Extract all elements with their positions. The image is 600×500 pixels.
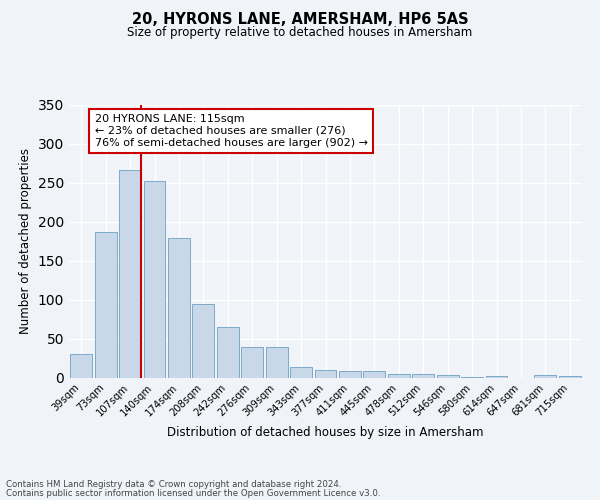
Bar <box>70 354 92 378</box>
Bar <box>364 372 385 378</box>
Bar <box>437 375 458 378</box>
Bar <box>168 238 190 378</box>
Bar <box>412 374 434 378</box>
Bar <box>290 368 312 378</box>
Bar <box>535 375 556 378</box>
Bar <box>314 370 337 378</box>
Bar <box>461 376 483 378</box>
Bar <box>95 232 116 378</box>
Bar <box>143 182 166 378</box>
Bar <box>388 374 410 378</box>
Bar <box>266 347 287 378</box>
Y-axis label: Number of detached properties: Number of detached properties <box>19 148 32 334</box>
Text: 20, HYRONS LANE, AMERSHAM, HP6 5AS: 20, HYRONS LANE, AMERSHAM, HP6 5AS <box>131 12 469 28</box>
Bar <box>559 376 581 378</box>
Text: Contains HM Land Registry data © Crown copyright and database right 2024.: Contains HM Land Registry data © Crown c… <box>6 480 341 489</box>
Bar <box>339 372 361 378</box>
Text: Size of property relative to detached houses in Amersham: Size of property relative to detached ho… <box>127 26 473 39</box>
Bar <box>485 376 508 378</box>
Text: Contains public sector information licensed under the Open Government Licence v3: Contains public sector information licen… <box>6 489 380 498</box>
Bar <box>119 170 141 378</box>
Bar <box>241 347 263 378</box>
X-axis label: Distribution of detached houses by size in Amersham: Distribution of detached houses by size … <box>167 426 484 440</box>
Text: 20 HYRONS LANE: 115sqm
← 23% of detached houses are smaller (276)
76% of semi-de: 20 HYRONS LANE: 115sqm ← 23% of detached… <box>95 114 368 148</box>
Bar <box>193 304 214 378</box>
Bar <box>217 327 239 378</box>
